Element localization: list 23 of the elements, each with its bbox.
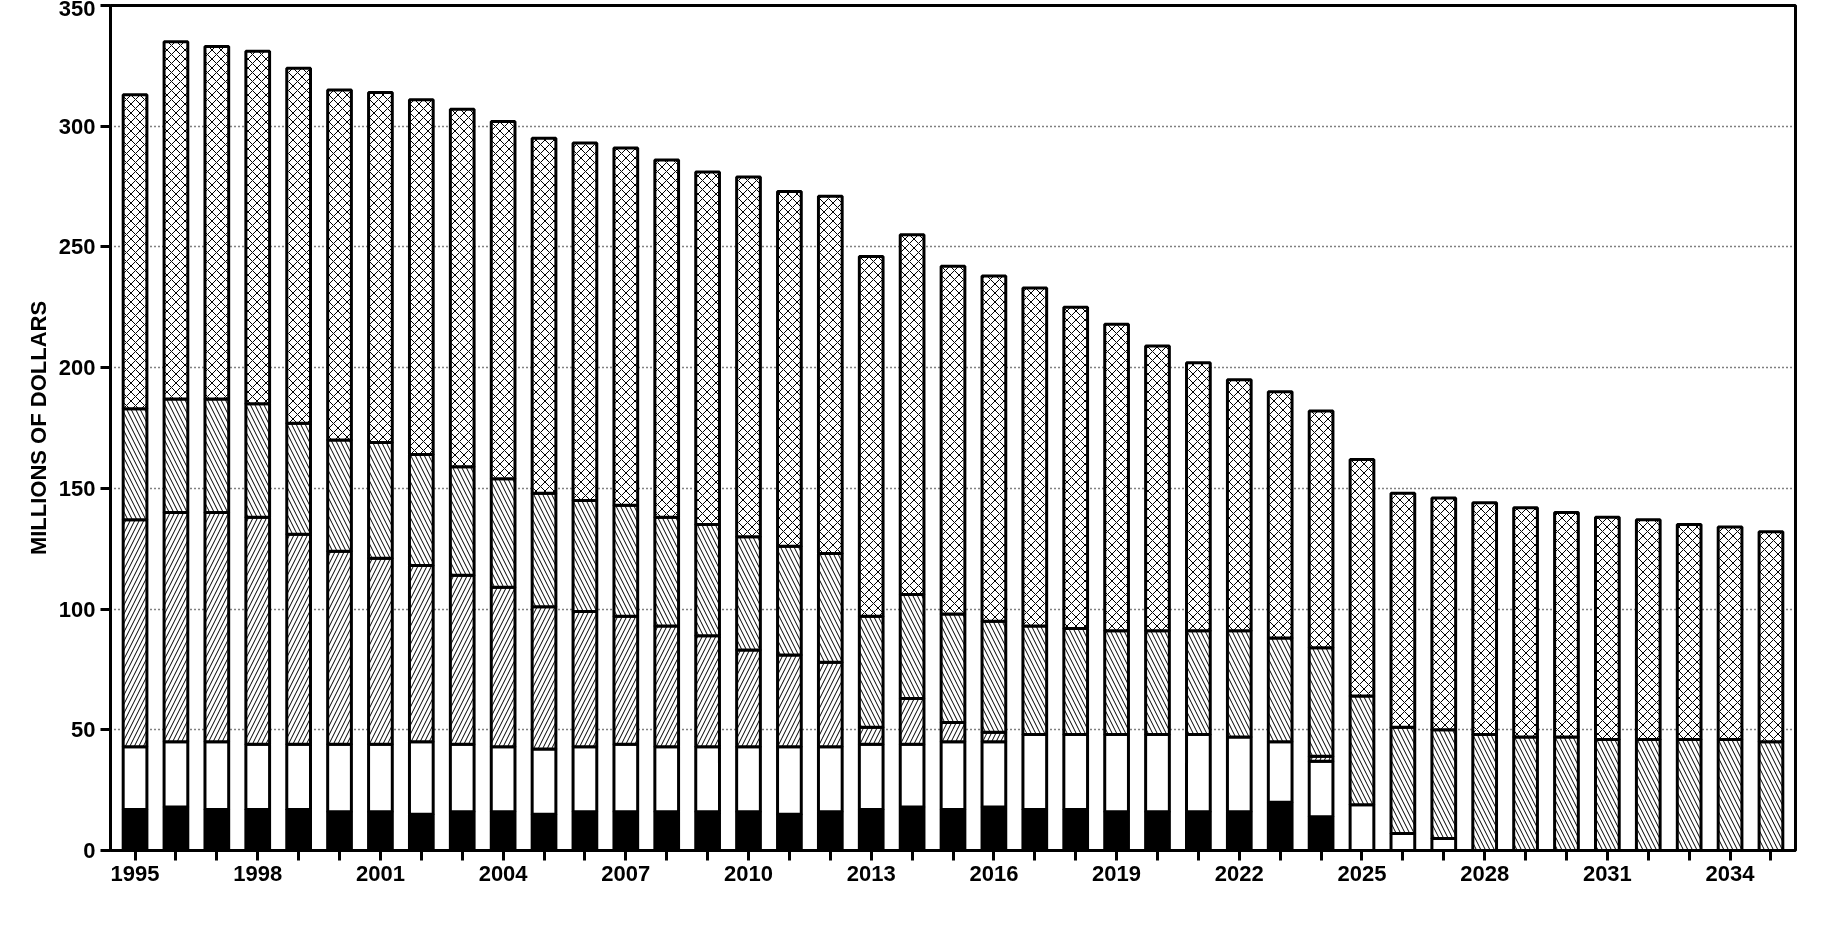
y-tick-label: 350	[58, 0, 96, 21]
x-tick-label: 2001	[355, 860, 405, 886]
x-tick-label: 2034	[1705, 860, 1756, 886]
x-tick-label: 2019	[1092, 860, 1142, 886]
x-tick-label: 2004	[478, 860, 529, 886]
x-tick-label: 2022	[1214, 860, 1264, 886]
x-tick-label: 1998	[233, 860, 283, 886]
y-axis-title: MILLIONS OF DOLLARS	[25, 300, 51, 556]
x-tick-label: 2016	[969, 860, 1019, 886]
x-tick-label: 2031	[1582, 860, 1632, 886]
x-tick-label: 2010	[724, 860, 773, 886]
x-tick-label: 1995	[110, 860, 160, 886]
y-tick-label: 100	[58, 596, 96, 622]
x-tick-label: 2028	[1460, 860, 1510, 886]
y-tick-label: 200	[58, 355, 96, 381]
y-tick-label: 0	[83, 838, 96, 863]
y-tick-label: 250	[58, 234, 96, 260]
y-tick-label: 50	[71, 717, 96, 743]
x-tick-label: 2007	[601, 860, 651, 886]
x-tick-label: 2013	[846, 860, 896, 886]
x-tick-label: 2025	[1337, 860, 1387, 886]
y-tick-label: 150	[58, 475, 96, 501]
y-tick-label: 300	[58, 113, 96, 139]
